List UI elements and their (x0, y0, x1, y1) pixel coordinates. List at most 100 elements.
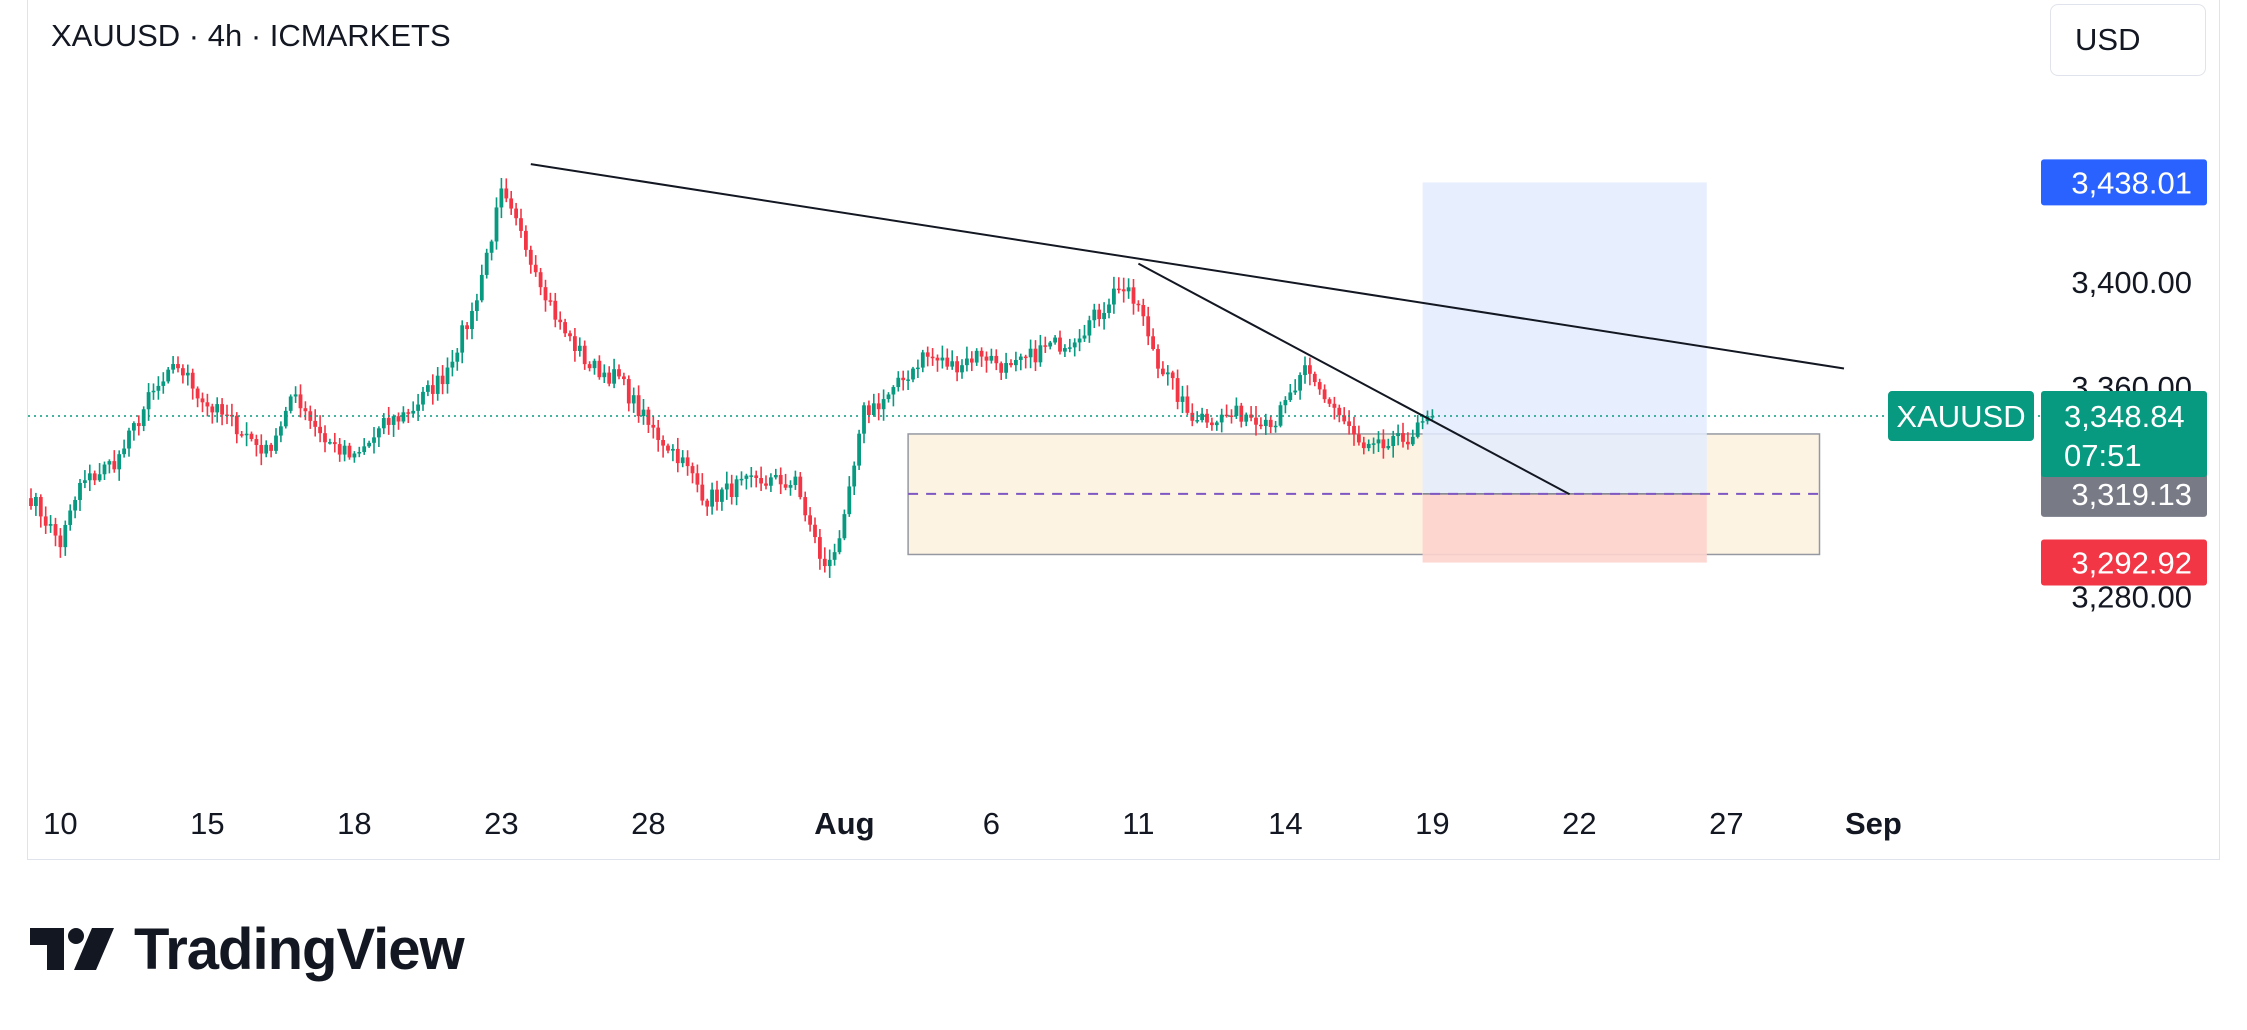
tradingview-logo[interactable]: TradingView (30, 917, 465, 982)
candle-body (171, 364, 175, 370)
candle-body (960, 365, 964, 373)
candle (950, 350, 955, 370)
upper-trendline[interactable] (530, 163, 1845, 370)
candle (29, 488, 33, 510)
currency-button[interactable]: USD (2050, 4, 2206, 76)
candle (1082, 324, 1087, 342)
candle (426, 380, 430, 397)
candle-body (563, 322, 567, 334)
candle (749, 466, 754, 488)
candle-body (122, 448, 126, 455)
candle-body (259, 445, 264, 454)
candle (798, 472, 803, 500)
candle-body (989, 355, 994, 361)
candle (127, 427, 131, 457)
candle-body (1180, 396, 1185, 402)
candle (367, 440, 371, 448)
candle (940, 345, 945, 369)
candle (313, 409, 318, 437)
x-tick-label: 15 (190, 806, 224, 841)
candle-body (332, 442, 337, 445)
candle (514, 202, 518, 226)
candle (1190, 403, 1195, 427)
candle-body (749, 475, 754, 477)
candle-body (504, 188, 509, 199)
candle-body (29, 498, 33, 507)
candle (744, 473, 749, 490)
candle-body (1283, 400, 1288, 406)
candle-body (1293, 390, 1298, 393)
candle-body (538, 272, 543, 288)
candle (1180, 385, 1185, 414)
candle (1121, 277, 1126, 303)
candle-body (112, 461, 117, 470)
candle-body (631, 395, 636, 404)
candle (68, 504, 73, 531)
candle (607, 366, 612, 387)
candle-body (279, 426, 283, 436)
candle-body (1102, 312, 1106, 320)
candle-body (470, 311, 474, 330)
candle (685, 450, 690, 476)
candle-body (386, 418, 391, 425)
candle-body (78, 482, 82, 500)
x-tick-label: 28 (631, 806, 665, 841)
candle-body (1210, 422, 1214, 426)
candle (455, 348, 460, 371)
price-chart[interactable]: 3,400.003,360.003,280.00 10 15 18 23 28 Aug 6 1… (0, 0, 2247, 860)
candle-body (842, 514, 847, 539)
candle-body (1234, 405, 1239, 416)
candle (259, 434, 264, 466)
candle-body (1146, 316, 1151, 337)
candle (602, 364, 607, 384)
candle-body (1014, 359, 1018, 366)
candle (724, 471, 729, 500)
candle-body (1278, 405, 1283, 426)
candle-body (97, 474, 102, 481)
candle (587, 361, 592, 372)
candle (666, 443, 670, 454)
candle-body (1337, 407, 1342, 416)
candle-body (391, 416, 396, 425)
candle-body (274, 435, 278, 451)
symbol-chip[interactable]: XAUUSD (1896, 399, 2025, 434)
candle-body (533, 264, 538, 273)
candle (1205, 408, 1209, 428)
candle-body (244, 433, 249, 436)
candle (445, 357, 450, 394)
candle (808, 507, 812, 532)
candle-body (176, 364, 180, 369)
candle (729, 474, 734, 505)
candle-body (715, 489, 719, 502)
candle-body (1141, 305, 1146, 317)
candle-body (1043, 345, 1048, 347)
candle-body (886, 394, 891, 400)
candle (1077, 329, 1082, 352)
candle (862, 402, 866, 444)
candle-body (484, 252, 489, 275)
candle-body (671, 448, 675, 451)
candle-body (406, 412, 411, 414)
candle (705, 498, 710, 516)
lower-trendline[interactable] (1137, 262, 1571, 496)
candle-body (455, 352, 460, 362)
candle-body (778, 474, 783, 485)
candle (1038, 334, 1043, 367)
candle-body (220, 404, 224, 415)
candle (1131, 278, 1136, 315)
candle-body (1332, 403, 1337, 408)
candle-body (666, 445, 670, 451)
symbol-chip-bg[interactable] (1888, 391, 2034, 442)
candle-body (700, 484, 705, 501)
candle (1352, 416, 1356, 446)
candle (876, 393, 881, 421)
candle (411, 401, 416, 418)
candle-body (720, 489, 724, 502)
candle (274, 428, 278, 454)
candle (636, 385, 641, 423)
candle-body (734, 479, 739, 498)
candle-body (744, 475, 749, 479)
candle (568, 330, 572, 342)
candle (1229, 409, 1234, 424)
candle (960, 359, 964, 379)
